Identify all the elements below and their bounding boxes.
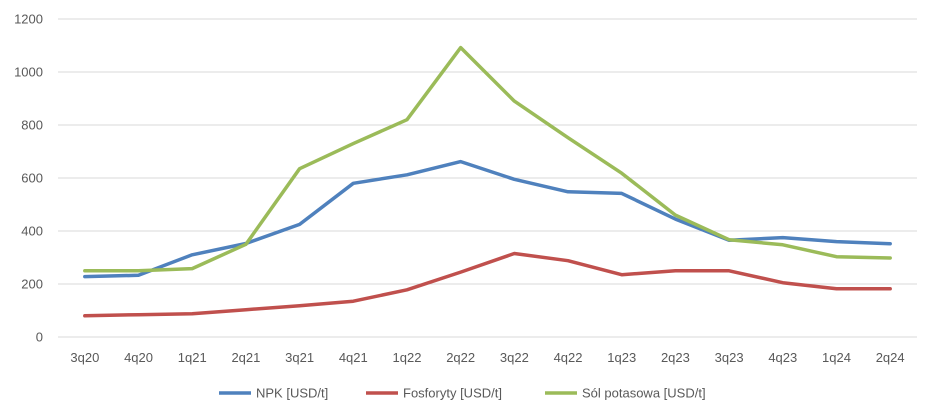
y-tick-label: 1000 (14, 65, 43, 80)
y-axis-ticks: 0 200 400 600 800 1000 1200 (14, 12, 43, 345)
series-line-1 (83, 159, 892, 279)
x-tick-label: 4q23 (768, 350, 797, 365)
y-tick-label: 1200 (14, 12, 43, 27)
y-tick-label: 0 (36, 330, 43, 345)
x-tick-label: 1q21 (178, 350, 207, 365)
x-tick-label: 2q21 (231, 350, 260, 365)
x-tick-label: 3q20 (70, 350, 99, 365)
legend: NPK [USD/t] Fosforyty [USD/t] Sól potasowa… (219, 386, 706, 401)
legend-item: NPK [USD/t] (219, 386, 328, 401)
x-tick-label: 1q23 (607, 350, 636, 365)
x-tick-label: 3q22 (500, 350, 529, 365)
series-line-2 (83, 251, 892, 318)
x-tick-label: 2q24 (876, 350, 905, 365)
y-tick-label: 800 (21, 118, 43, 133)
legend-item: Sól potasowa [USD/t] (545, 386, 706, 401)
legend-label: Fosforyty [USD/t] (403, 386, 502, 401)
legend-item: Fosforyty [USD/t] (366, 386, 502, 401)
y-tick-label: 600 (21, 171, 43, 186)
x-tick-label: 2q23 (661, 350, 690, 365)
y-tick-label: 200 (21, 277, 43, 292)
x-tick-label: 3q21 (285, 350, 314, 365)
x-tick-label: 4q22 (554, 350, 583, 365)
y-tick-label: 400 (21, 224, 43, 239)
gridlines (58, 18, 917, 338)
x-tick-label: 1q22 (393, 350, 422, 365)
x-tick-label: 3q23 (715, 350, 744, 365)
series-lines (83, 45, 892, 318)
x-tick-label: 2q22 (446, 350, 475, 365)
x-axis-ticks: 3q20 4q20 1q21 2q21 3q21 4q21 1q22 2q22 3q22 4q22… (70, 350, 904, 365)
x-tick-label: 1q24 (822, 350, 851, 365)
legend-label: NPK [USD/t] (256, 386, 328, 401)
legend-label: Sól potasowa [USD/t] (582, 386, 706, 401)
series-line-3 (83, 45, 892, 273)
x-tick-label: 4q21 (339, 350, 368, 365)
x-tick-label: 4q20 (124, 350, 153, 365)
